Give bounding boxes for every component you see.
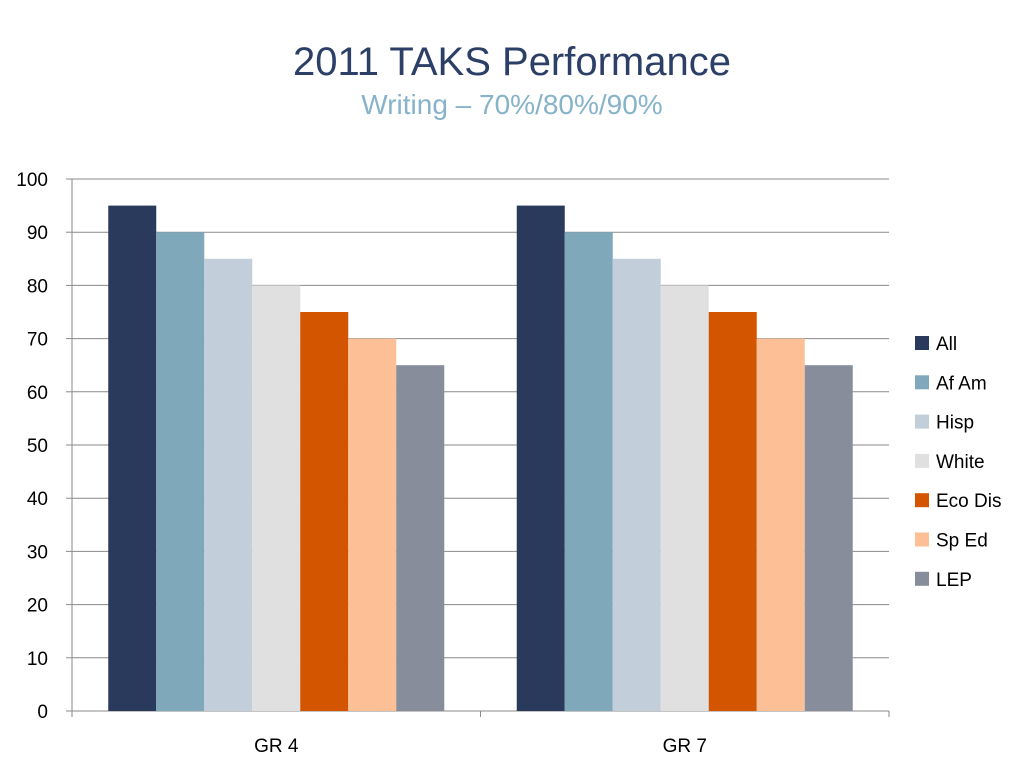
legend-label: All bbox=[936, 334, 957, 355]
bar-hisp-gr-4 bbox=[204, 258, 253, 711]
y-tick-label: 30 bbox=[27, 542, 48, 563]
legend-label: Hisp bbox=[936, 413, 974, 434]
bar-sp-ed-gr-7 bbox=[756, 338, 805, 711]
legend-label: LEP bbox=[936, 570, 972, 591]
legend-label: Sp Ed bbox=[936, 531, 988, 552]
bar-white-gr-4 bbox=[252, 285, 301, 711]
bar-hisp-gr-7 bbox=[612, 258, 661, 711]
bar-af-am-gr-7 bbox=[564, 232, 613, 711]
legend-swatch bbox=[915, 414, 929, 429]
legend-label: Eco Dis bbox=[936, 491, 1001, 512]
bar-white-gr-7 bbox=[660, 285, 709, 711]
legend-label: Af Am bbox=[936, 373, 987, 394]
legend-label: White bbox=[936, 452, 985, 473]
y-tick-label: 50 bbox=[27, 436, 48, 457]
bar-sp-ed-gr-4 bbox=[348, 338, 397, 711]
bar-lep-gr-7 bbox=[804, 365, 853, 711]
y-tick-label: 20 bbox=[27, 596, 48, 617]
chart-subtitle: Writing – 70%/80%/90% bbox=[361, 89, 663, 120]
legend-swatch bbox=[915, 336, 929, 350]
y-tick-label: 90 bbox=[27, 223, 48, 244]
y-tick-label: 100 bbox=[16, 170, 48, 191]
x-tick-label: GR 4 bbox=[254, 736, 299, 757]
bar-all-gr-4 bbox=[108, 205, 157, 711]
legend-swatch bbox=[915, 571, 929, 586]
y-tick-label: 0 bbox=[37, 702, 48, 723]
bar-all-gr-7 bbox=[516, 205, 565, 711]
bar-eco-dis-gr-7 bbox=[708, 312, 757, 711]
bar-af-am-gr-4 bbox=[156, 232, 205, 711]
y-tick-label: 60 bbox=[27, 383, 48, 404]
y-tick-label: 70 bbox=[27, 330, 48, 351]
bar-eco-dis-gr-4 bbox=[300, 312, 349, 711]
y-tick-label: 10 bbox=[27, 649, 48, 670]
legend-swatch bbox=[915, 375, 929, 390]
legend-swatch bbox=[915, 453, 929, 468]
legend-swatch bbox=[915, 493, 929, 508]
bar-lep-gr-4 bbox=[396, 365, 445, 711]
y-tick-label: 40 bbox=[27, 489, 48, 510]
legend-swatch bbox=[915, 532, 929, 547]
chart-title: 2011 TAKS Performance bbox=[292, 40, 731, 84]
x-tick-label: GR 7 bbox=[663, 736, 707, 757]
y-tick-label: 80 bbox=[27, 276, 48, 297]
